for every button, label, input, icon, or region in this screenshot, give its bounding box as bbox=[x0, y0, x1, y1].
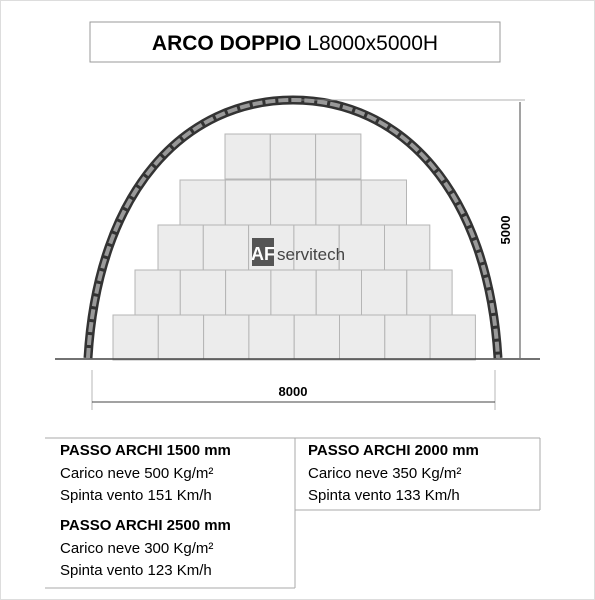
block bbox=[315, 269, 363, 316]
spec-wind: Spinta vento 151 Km/h bbox=[60, 487, 212, 504]
spec-wind: Spinta vento 133 Km/h bbox=[308, 487, 460, 504]
block bbox=[429, 314, 476, 361]
block bbox=[293, 224, 340, 271]
block bbox=[179, 179, 226, 226]
block bbox=[248, 314, 295, 361]
block bbox=[224, 133, 271, 180]
spec-heading: PASSO ARCHI 1500 mm bbox=[60, 442, 231, 459]
block bbox=[315, 133, 362, 180]
block bbox=[315, 179, 362, 226]
block bbox=[384, 314, 431, 361]
block bbox=[269, 133, 317, 180]
title-sub: L8000x5000H bbox=[307, 32, 438, 55]
block bbox=[202, 224, 250, 271]
spec-heading: PASSO ARCHI 2000 mm bbox=[308, 442, 479, 459]
spec-wind: Spinta vento 123 Km/h bbox=[60, 562, 212, 579]
block bbox=[224, 179, 272, 226]
block bbox=[157, 224, 204, 271]
height-label: 5000 bbox=[498, 216, 513, 245]
spec-snow: Carico neve 500 Kg/m² bbox=[60, 465, 213, 482]
block bbox=[179, 269, 227, 316]
block bbox=[361, 269, 408, 316]
block bbox=[112, 314, 159, 361]
arch-inner bbox=[86, 97, 500, 359]
spec-table bbox=[45, 437, 541, 589]
spec-heading: PASSO ARCHI 2500 mm bbox=[60, 517, 231, 534]
block bbox=[270, 269, 317, 316]
block bbox=[134, 269, 181, 316]
specs: PASSO ARCHI 1500 mm Carico neve 500 Kg/m²… bbox=[60, 442, 479, 579]
block bbox=[384, 224, 431, 271]
logo-mark: AF bbox=[251, 244, 275, 264]
logo-text: servitech bbox=[277, 245, 345, 264]
block bbox=[203, 314, 250, 361]
block bbox=[270, 179, 317, 226]
block bbox=[293, 314, 341, 361]
blocks bbox=[112, 133, 476, 361]
block bbox=[338, 224, 386, 271]
block bbox=[360, 179, 408, 226]
logo-box bbox=[252, 238, 274, 266]
spec-snow: Carico neve 300 Kg/m² bbox=[60, 540, 213, 557]
spec-snow: Carico neve 350 Kg/m² bbox=[308, 465, 461, 482]
width-label: 8000 bbox=[279, 384, 308, 399]
block bbox=[406, 269, 453, 316]
title-main: ARCO DOPPIO bbox=[152, 32, 301, 55]
block bbox=[157, 314, 205, 361]
block bbox=[225, 269, 272, 316]
block bbox=[339, 314, 386, 361]
title-box bbox=[89, 21, 501, 63]
title: ARCO DOPPIO L8000x5000H bbox=[152, 32, 438, 55]
